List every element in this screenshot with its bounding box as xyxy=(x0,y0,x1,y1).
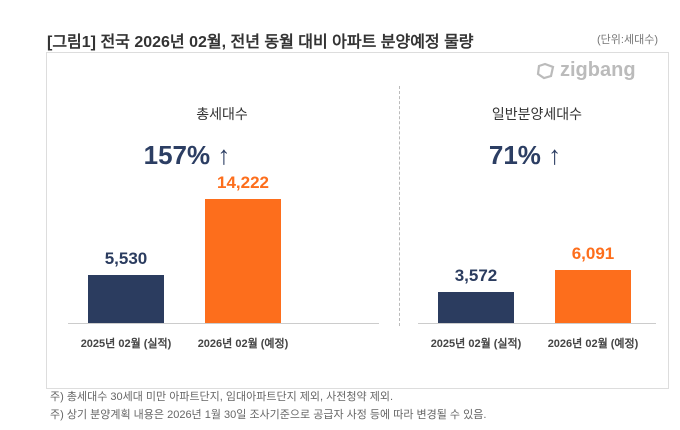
baseline-general xyxy=(418,323,656,324)
zigbang-logo-icon xyxy=(536,62,555,79)
logo-text: zigbang xyxy=(560,59,636,81)
data-label: 6,091 xyxy=(571,243,615,263)
panel-title-general: 일반분양세대수 xyxy=(491,106,583,122)
figure-title: [그림1] 전국 2026년 02월, 전년 동월 대비 아파트 분양예정 물량 xyxy=(47,34,474,51)
bar xyxy=(88,274,164,323)
data-label: 5,530 xyxy=(104,248,148,268)
data-label: 3,572 xyxy=(454,265,498,285)
chart-frame xyxy=(46,52,669,389)
bar xyxy=(555,269,631,323)
headline-general: 71% ↑ xyxy=(488,140,562,170)
x-tick-label: 2025년 02월 (실적) xyxy=(80,338,172,350)
x-tick-label: 2026년 02월 (예정) xyxy=(197,338,289,350)
bar xyxy=(205,199,281,323)
x-tick-label: 2026년 02월 (예정) xyxy=(547,338,639,350)
zigbang-logo: zigbang xyxy=(536,59,636,82)
baseline-total xyxy=(68,323,379,324)
headline-total: 157% ↑ xyxy=(143,140,231,170)
panel-title-total: 총세대수 xyxy=(196,106,248,122)
unit-label: (단위:세대수) xyxy=(597,34,658,46)
footnote-2: 주) 상기 분양계획 내용은 2026년 1월 30일 조사기준으로 공급자 사… xyxy=(50,409,487,421)
bar xyxy=(438,291,514,323)
data-label: 14,222 xyxy=(217,173,269,192)
footnote-1: 주) 총세대수 30세대 미만 아파트단지, 임대아파트단지 제외, 사전청약 … xyxy=(50,391,393,403)
panel-divider xyxy=(399,86,400,326)
x-tick-label: 2025년 02월 (실적) xyxy=(430,338,522,350)
